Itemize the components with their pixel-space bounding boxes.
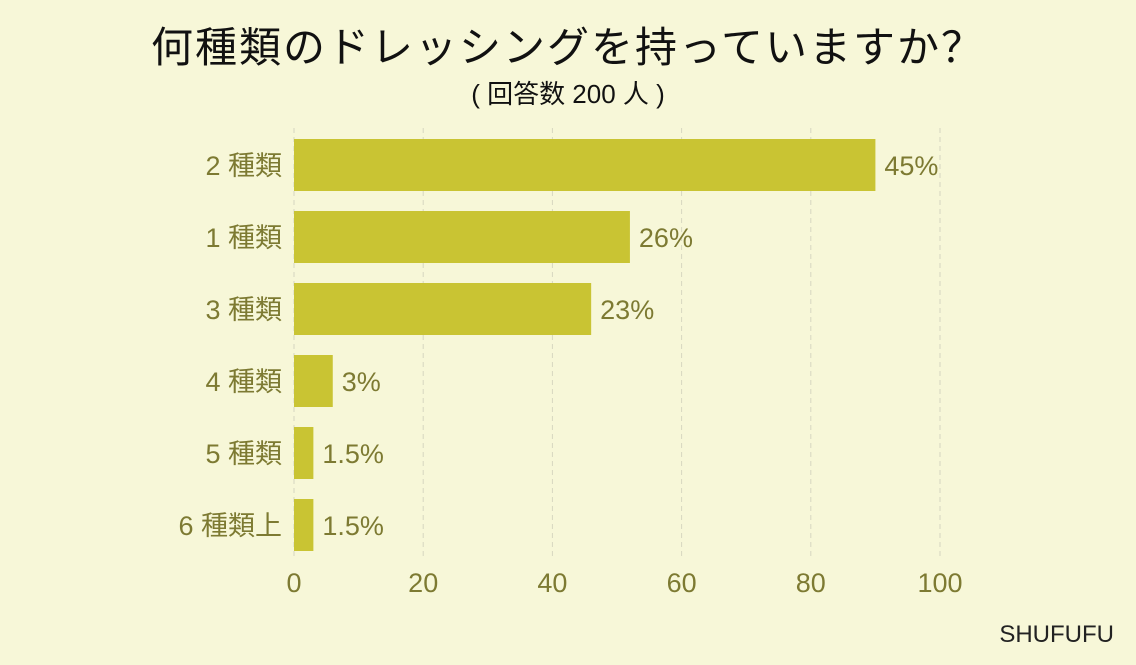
data-label: 26% — [639, 223, 693, 253]
bar — [294, 427, 314, 479]
data-label: 3% — [342, 367, 381, 397]
x-tick-label: 80 — [796, 568, 826, 598]
category-label: 4 種類 — [205, 367, 282, 397]
bar — [294, 283, 592, 335]
category-label: 6 種類上 — [178, 511, 282, 541]
x-tick-label: 100 — [917, 568, 962, 598]
x-tick-label: 40 — [537, 568, 567, 598]
x-tick-label: 0 — [286, 568, 301, 598]
bar — [294, 139, 876, 191]
data-label: 45% — [884, 151, 938, 181]
data-label: 1.5% — [322, 439, 384, 469]
data-label: 23% — [600, 295, 654, 325]
data-label: 1.5% — [322, 511, 384, 541]
brand-logo: SHUFUFU — [999, 621, 1114, 648]
category-label: 5 種類 — [205, 439, 282, 469]
chart-subtitle: ( 回答数 200 人 ) — [471, 79, 665, 109]
x-tick-label: 20 — [408, 568, 438, 598]
category-label: 2 種類 — [205, 151, 282, 181]
bar — [294, 211, 630, 263]
category-label: 3 種類 — [205, 295, 282, 325]
chart-title: 何種類のドレッシングを持っていますか？ — [151, 24, 985, 71]
bar — [294, 355, 333, 407]
bar — [294, 499, 314, 551]
x-tick-label: 60 — [667, 568, 697, 598]
category-label: 1 種類 — [205, 223, 282, 253]
